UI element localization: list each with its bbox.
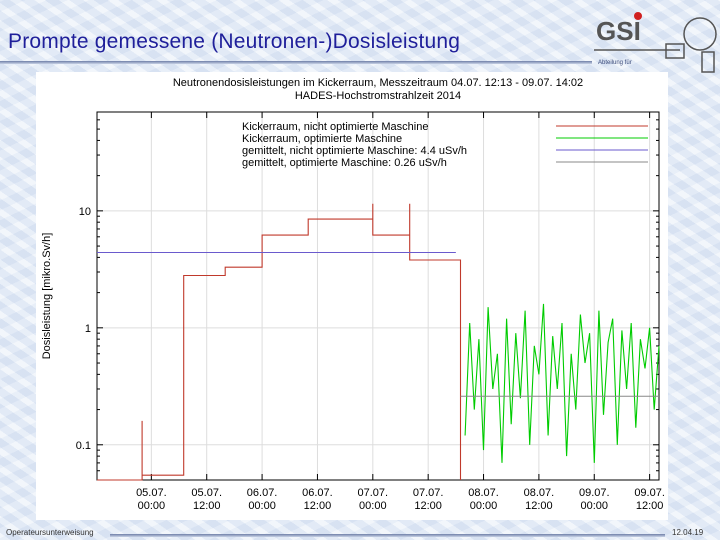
x-tick-label-date: 08.07. xyxy=(468,487,499,499)
footer-date: 12.04.19 xyxy=(672,528,704,537)
plot-frame xyxy=(96,111,660,481)
title-rule xyxy=(0,61,592,64)
logo-subtext: Abteilung für xyxy=(598,60,632,66)
x-tick-label-date: 09.07. xyxy=(579,487,610,499)
dose-rate-chart: Neutronendosisleistungen im Kickerraum, … xyxy=(41,77,665,512)
legend: Kickerraum, nicht optimierte MaschineKic… xyxy=(242,121,648,169)
x-tick-label-time: 12:00 xyxy=(525,500,553,512)
grid xyxy=(97,112,659,480)
x-tick-label-time: 00:00 xyxy=(580,500,608,512)
x-tick-label-date: 09.07. xyxy=(634,487,665,499)
x-ticks: 05.07.00:0005.07.12:0006.07.00:0006.07.1… xyxy=(136,112,665,512)
legend-label: gemittelt, nicht optimierte Maschine: 4.… xyxy=(242,145,467,157)
x-tick-label-time: 12:00 xyxy=(414,500,442,512)
y-tick-label: 10 xyxy=(79,206,91,218)
y-tick-label: 0.1 xyxy=(76,440,91,452)
gsi-logo: GSI xyxy=(594,12,717,73)
x-tick-label-time: 00:00 xyxy=(248,500,276,512)
slide-title: Prompte gemessene (Neutronen-)Dosisleist… xyxy=(8,30,461,53)
x-tick-label-date: 07.07. xyxy=(413,487,444,499)
gsi-logo-dot xyxy=(634,12,642,20)
chart-title: Neutronendosisleistungen im Kickerraum, … xyxy=(173,77,583,89)
legend-label: gemittelt, optimierte Maschine: 0.26 uSv… xyxy=(242,157,447,169)
series-line-1 xyxy=(464,303,660,463)
chart-subtitle: HADES-Hochstromstrahlzeit 2014 xyxy=(295,90,461,102)
x-tick-label-date: 06.07. xyxy=(247,487,278,499)
x-tick-label-time: 00:00 xyxy=(138,500,166,512)
series-line-0 xyxy=(97,203,462,481)
x-tick-label-date: 06.07. xyxy=(302,487,333,499)
x-tick-label-date: 07.07. xyxy=(358,487,389,499)
x-tick-label-time: 12:00 xyxy=(636,500,664,512)
y-axis-label: Dosisleistung [mikro.Sv/h] xyxy=(41,233,53,360)
footer-left: Operateursunterweisung xyxy=(6,528,94,537)
footer-rule xyxy=(110,534,665,537)
gsi-logo-text: GSI xyxy=(596,16,641,46)
legend-label: Kickerraum, nicht optimierte Maschine xyxy=(242,121,428,133)
chart-panel: Neutronendosisleistungen im Kickerraum, … xyxy=(36,72,668,520)
series xyxy=(97,203,660,481)
x-tick-label-date: 05.07. xyxy=(191,487,222,499)
x-tick-label-date: 05.07. xyxy=(136,487,167,499)
y-tick-label: 1 xyxy=(85,323,91,335)
x-tick-label-time: 12:00 xyxy=(193,500,221,512)
x-tick-label-date: 08.07. xyxy=(524,487,555,499)
x-tick-label-time: 12:00 xyxy=(304,500,332,512)
y-ticks: 0.1 1 10 xyxy=(76,111,659,481)
x-tick-label-time: 00:00 xyxy=(470,500,498,512)
x-tick-label-time: 00:00 xyxy=(359,500,387,512)
legend-label: Kickerraum, optimierte Maschine xyxy=(242,133,402,145)
